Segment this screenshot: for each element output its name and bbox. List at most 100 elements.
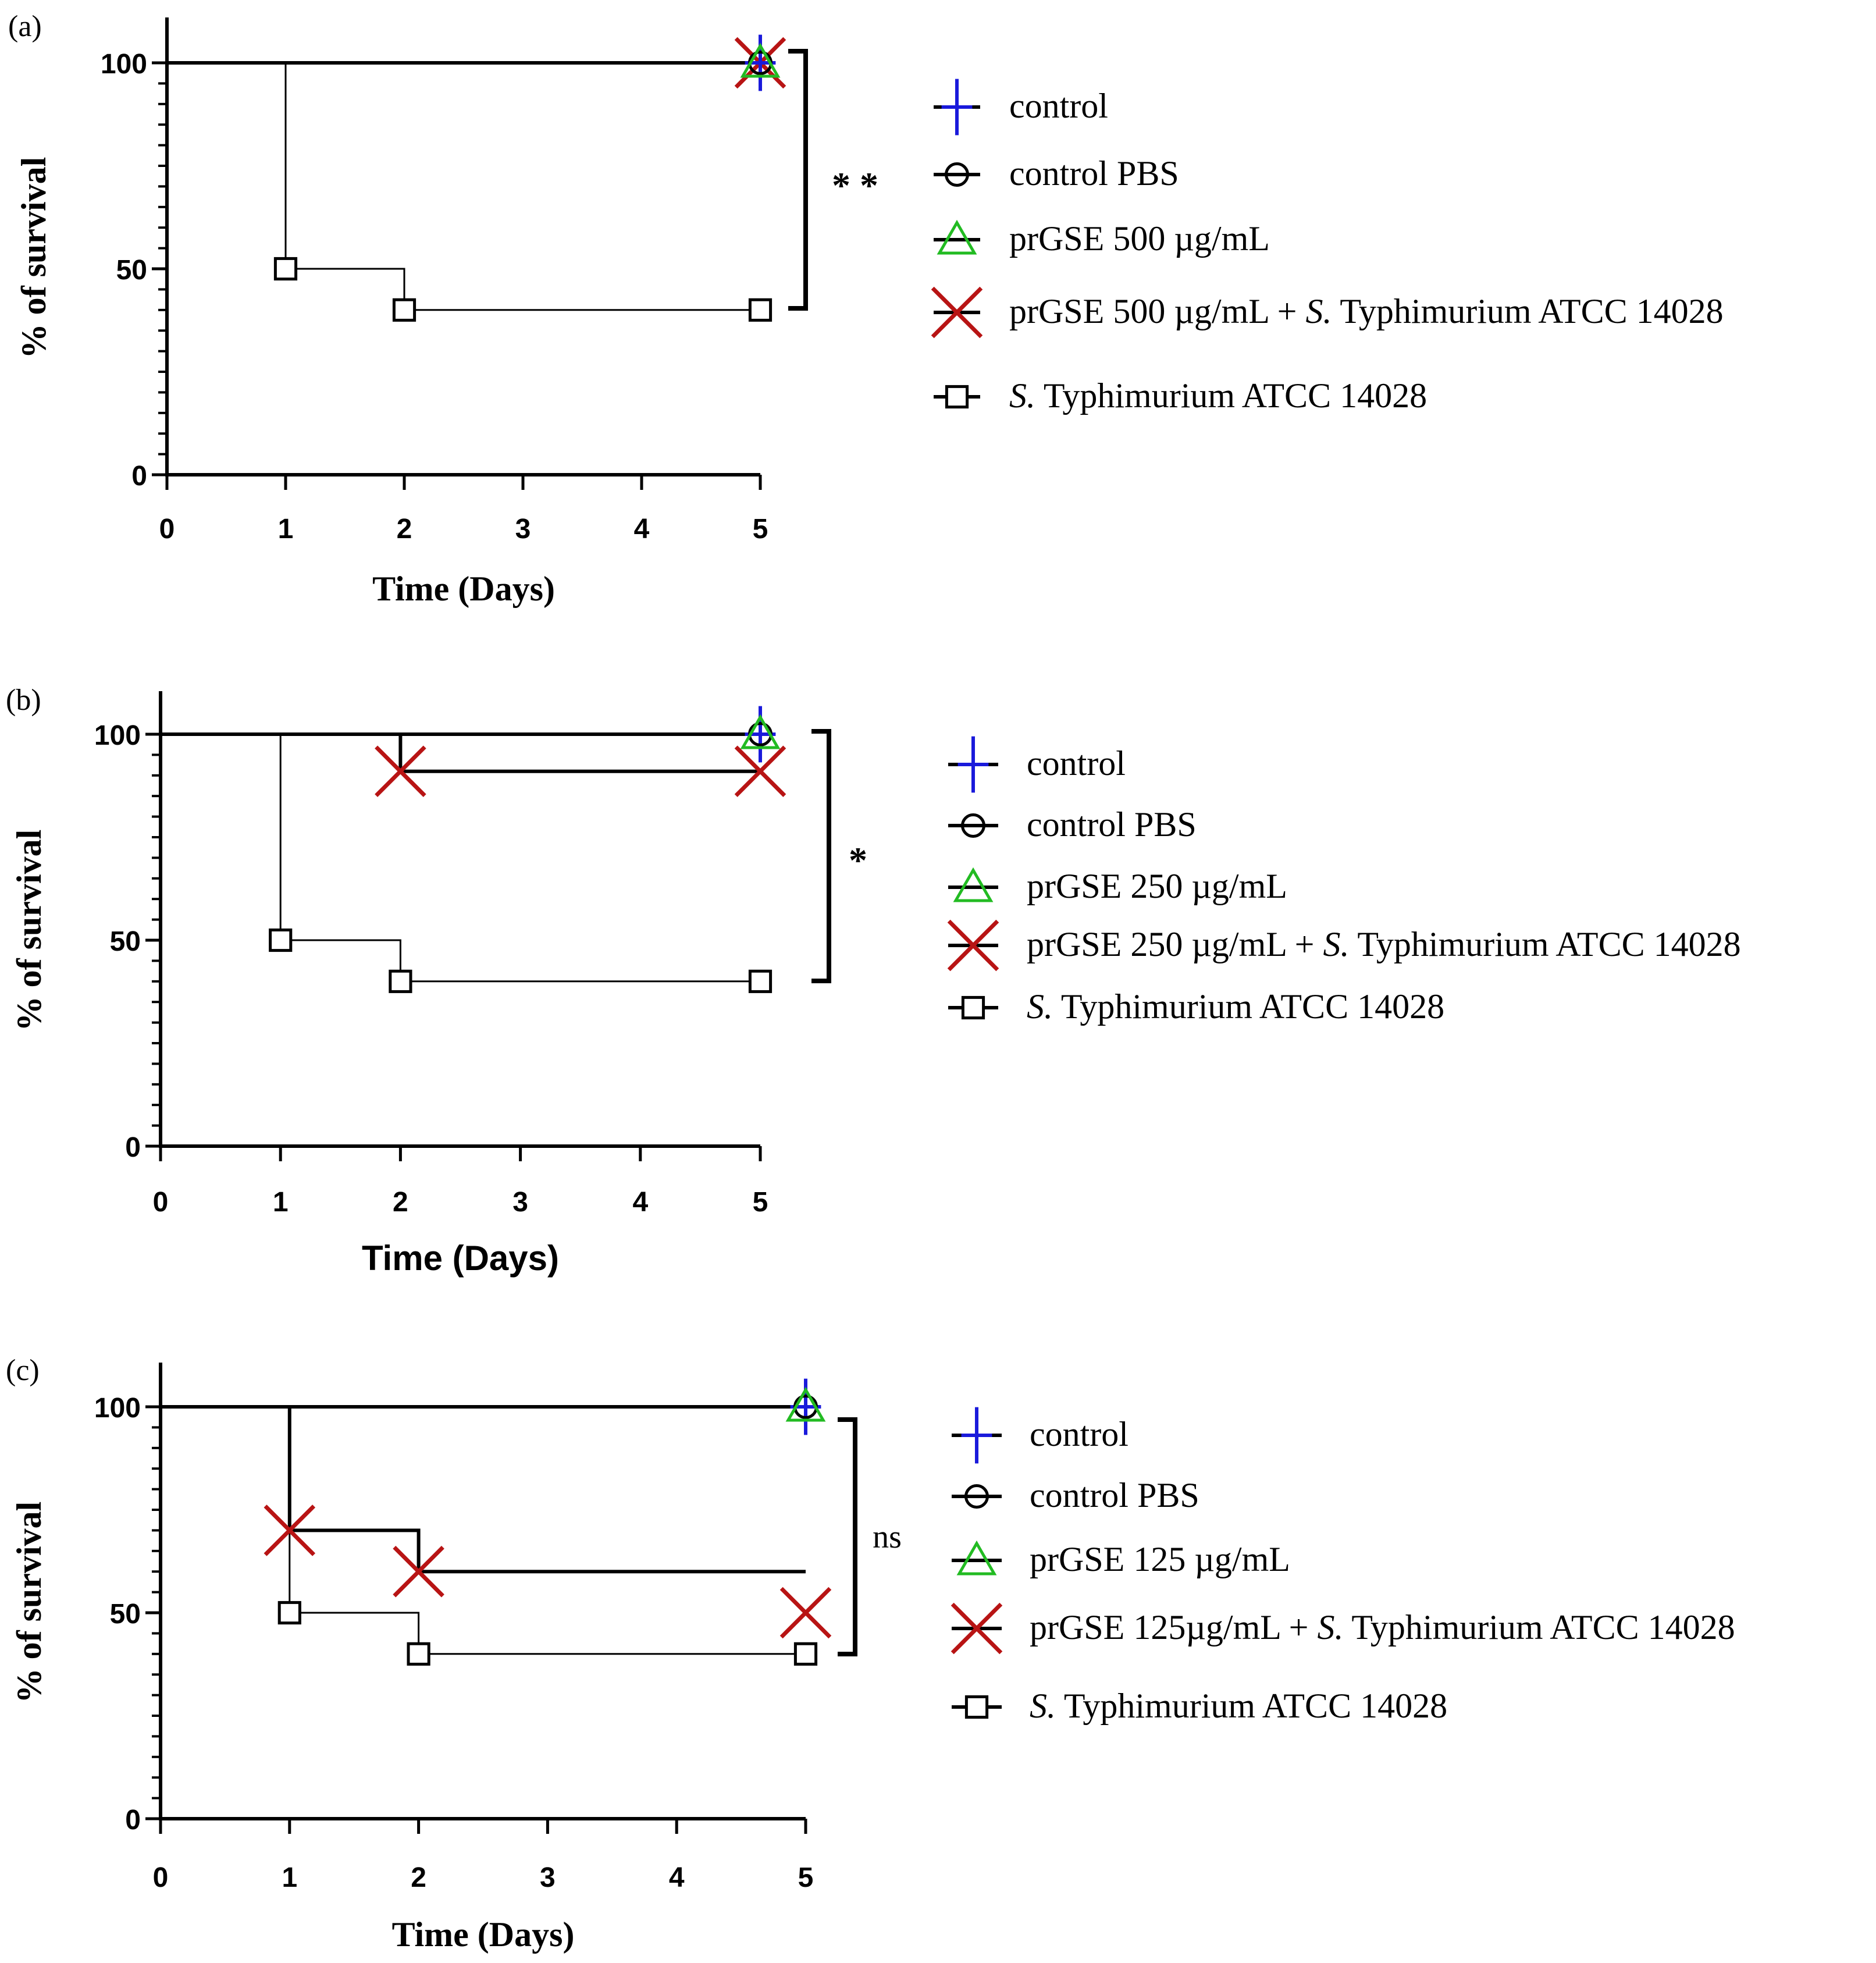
marker-triangle <box>740 714 781 749</box>
x-tick-label: 4 <box>669 1862 685 1893</box>
survival-line-square <box>161 1406 806 1655</box>
legend-label-part: prGSE 250 µg/mL + <box>1027 925 1323 963</box>
x-tick-label: 2 <box>397 514 412 545</box>
x-tick-label: 5 <box>753 514 768 545</box>
legend-label: control PBS <box>1027 805 1197 844</box>
legend-label-italic: S. <box>1323 925 1350 963</box>
panel-a: (a) 0 50 100 0 1 2 3 4 5 Time (Days) % of survival *… <box>8 10 1724 608</box>
marker-cross-b <box>734 745 786 797</box>
marker-square <box>269 928 293 952</box>
marker-cross-b <box>264 1505 316 1556</box>
legend-marker-triangle <box>953 867 994 902</box>
legend-label: prGSE 250 µg/mL <box>1027 867 1287 905</box>
x-axis-title: Time (Days) <box>392 1915 575 1954</box>
x-axis-title: Time (Days) <box>362 1239 559 1278</box>
x-tick-label: 5 <box>753 1187 768 1218</box>
marker-square <box>748 969 773 993</box>
legend-label-italic: S. <box>1027 987 1053 1026</box>
legend-label: S. Typhimurium ATCC 14028 <box>1009 376 1427 415</box>
series-lines <box>161 732 760 983</box>
legend-label: control PBS <box>1030 1476 1199 1514</box>
legend-label-part: Typhimurium ATCC 14028 <box>1332 292 1724 330</box>
marker-square <box>407 1642 430 1666</box>
marker-square <box>389 969 412 993</box>
x-tick-label: 2 <box>393 1187 408 1218</box>
marker-square <box>273 257 298 281</box>
legend-item: control PBS <box>952 1476 1199 1514</box>
legend-item: prGSE 500 µg/mL + S. Typhimurium ATCC 14… <box>931 286 1724 339</box>
legend-marker-triangle <box>937 219 977 255</box>
y-axis-title: % of survival <box>10 1502 48 1704</box>
legend-marker-triangle <box>956 1540 997 1576</box>
legend-label: S. Typhimurium ATCC 14028 <box>1030 1687 1447 1725</box>
legend-label: prGSE 500 µg/mL <box>1009 219 1270 258</box>
legend-item: control PBS <box>934 154 1179 193</box>
legend-marker-circle <box>964 1484 989 1509</box>
panel-label: (b) <box>6 684 41 717</box>
series-markers <box>269 706 786 993</box>
x-axis-title: Time (Days) <box>372 570 555 608</box>
legend-label: control PBS <box>1009 154 1179 193</box>
legend-marker-circle <box>961 813 985 838</box>
x-tick-label: 1 <box>278 514 294 545</box>
y-axis-title: % of survival <box>10 830 48 1032</box>
y-tick-label: 100 <box>94 1393 141 1424</box>
legend-item: S. Typhimurium ATCC 14028 <box>948 987 1444 1026</box>
legend-item: prGSE 250 µg/mL <box>948 867 1287 905</box>
panel-c: (c) 0 50 100 0 1 2 3 4 5 Time (Days) % of survival n… <box>6 1354 1735 1954</box>
legend: control control PBS prGSE 250 µg/mL prGSE 2… <box>947 736 1741 1026</box>
legend-label-part: Typhimurium ATCC 14028 <box>1035 376 1427 415</box>
legend-label-part: prGSE 500 µg/mL + <box>1009 292 1306 330</box>
legend-label-italic: S. <box>1030 1687 1056 1725</box>
legend-label: prGSE 125 µg/mL <box>1030 1540 1290 1578</box>
legend-marker-square <box>961 995 985 1020</box>
legend-label-part: Typhimurium ATCC 14028 <box>1344 1608 1735 1646</box>
legend-marker-cross-b <box>931 286 983 339</box>
marker-triangle <box>740 42 781 78</box>
x-tick-label: 5 <box>798 1862 814 1893</box>
significance-bracket <box>811 729 831 983</box>
legend-label-part: Typhimurium ATCC 14028 <box>1053 987 1444 1026</box>
x-tick-label: 0 <box>153 1187 169 1218</box>
y-tick-label: 0 <box>125 1132 141 1163</box>
x-tick-label: 4 <box>634 514 650 545</box>
y-axis-title: % of survival <box>15 157 53 359</box>
legend-label-part: prGSE 125µg/mL + <box>1030 1608 1318 1646</box>
legend-item: prGSE 250 µg/mL + S. Typhimurium ATCC 14… <box>947 919 1741 972</box>
legend-label: control <box>1027 744 1126 783</box>
legend-label: control <box>1009 87 1108 125</box>
legend-label-part: Typhimurium ATCC 14028 <box>1350 925 1741 963</box>
axes: 0 50 100 0 1 2 3 4 5 <box>94 1363 813 1893</box>
marker-triangle <box>785 1386 826 1422</box>
y-tick-label: 0 <box>131 461 147 492</box>
x-tick-label: 3 <box>512 1187 528 1218</box>
legend-label: S. Typhimurium ATCC 14028 <box>1027 987 1444 1026</box>
y-tick-label: 50 <box>116 255 147 286</box>
series-lines <box>161 1405 806 1655</box>
y-tick-label: 50 <box>110 926 141 957</box>
legend-item: control PBS <box>948 805 1197 844</box>
legend-label: prGSE 250 µg/mL + S. Typhimurium ATCC 14… <box>1027 925 1741 963</box>
significance-bracket <box>788 49 808 311</box>
legend-item: control <box>952 1407 1129 1464</box>
significance-label: * * <box>832 165 878 206</box>
legend-label-italic: S. <box>1306 292 1332 330</box>
legend-item: prGSE 125µg/mL + S. Typhimurium ATCC 140… <box>951 1602 1735 1655</box>
marker-cross-b <box>393 1545 444 1598</box>
legend-item: prGSE 500 µg/mL <box>934 219 1270 258</box>
panel-b: (b) 0 50 100 0 1 2 3 4 5 Time (Days) % of survival *… <box>6 684 1741 1278</box>
x-tick-label: 2 <box>411 1862 426 1893</box>
legend: control control PBS prGSE 500 µg/mL prGSE 5… <box>931 79 1724 415</box>
legend-item: S. Typhimurium ATCC 14028 <box>934 376 1427 415</box>
legend-label-part: Typhimurium ATCC 14028 <box>1056 1687 1447 1725</box>
panel-label: (a) <box>8 10 42 43</box>
series-lines <box>167 61 760 311</box>
legend-label: prGSE 500 µg/mL + S. Typhimurium ATCC 14… <box>1009 292 1724 330</box>
y-tick-label: 50 <box>110 1599 141 1630</box>
x-tick-label: 1 <box>282 1862 297 1893</box>
x-tick-label: 3 <box>515 514 531 545</box>
y-tick-label: 0 <box>125 1805 141 1836</box>
legend: control control PBS prGSE 125 µg/mL prGSE 1… <box>951 1407 1735 1725</box>
legend-marker-square <box>964 1695 989 1719</box>
x-tick-label: 0 <box>159 514 175 545</box>
